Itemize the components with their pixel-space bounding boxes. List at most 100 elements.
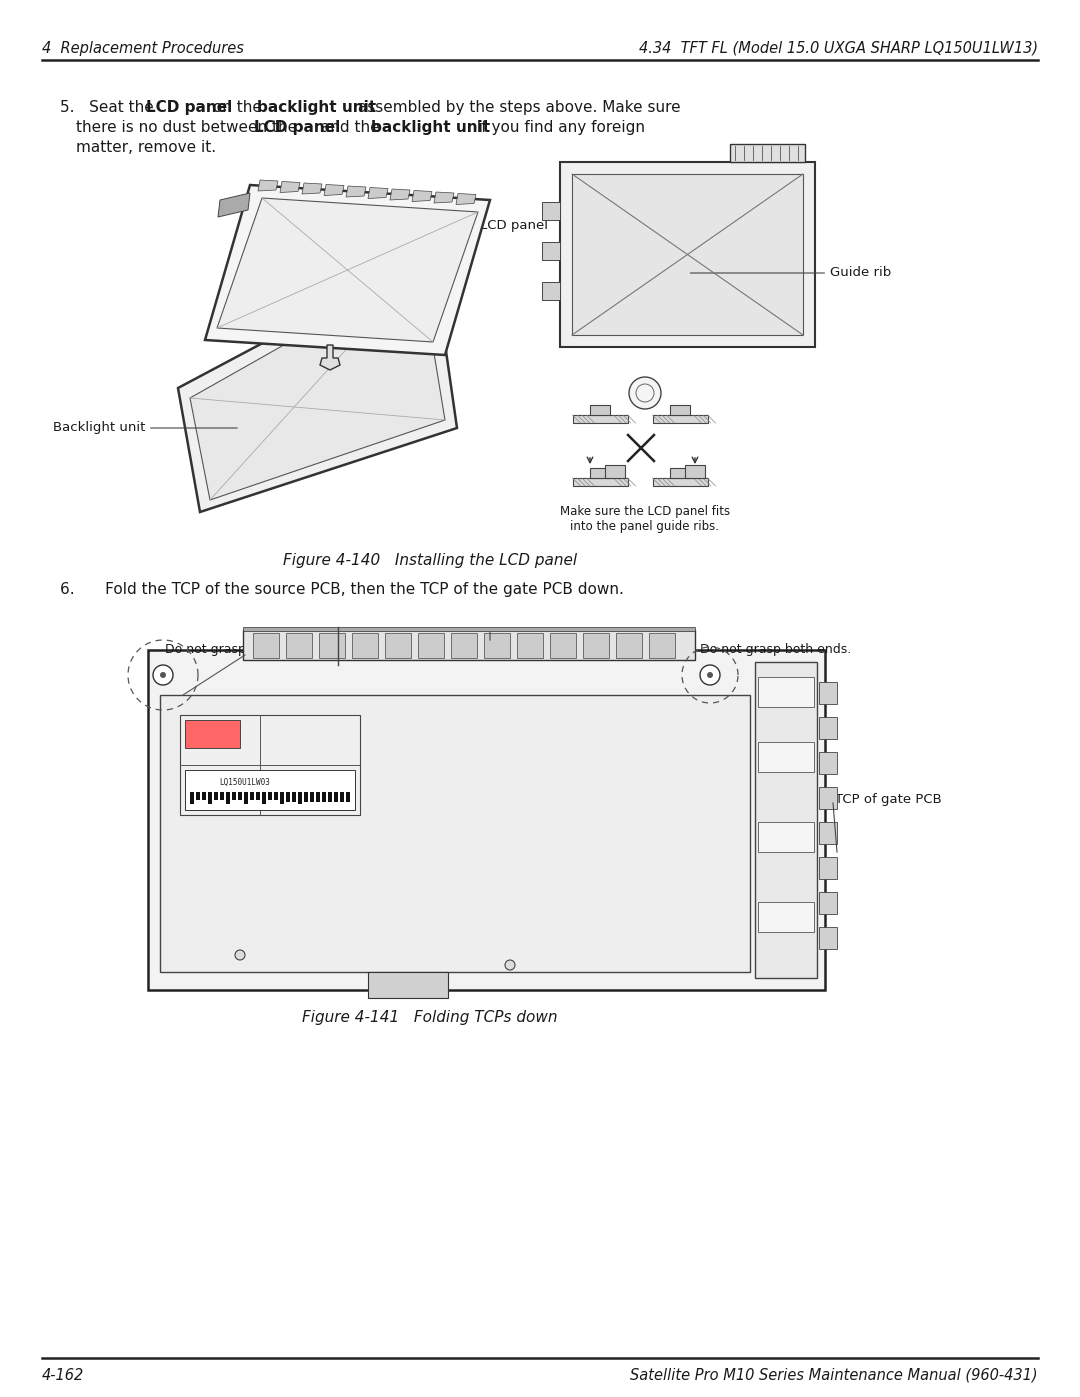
Polygon shape [178,253,457,511]
Polygon shape [340,792,345,802]
Polygon shape [572,478,627,486]
Polygon shape [346,186,366,197]
Polygon shape [185,719,240,747]
Polygon shape [652,415,707,423]
Polygon shape [226,792,230,805]
Circle shape [707,672,713,678]
Polygon shape [561,162,815,346]
Polygon shape [249,792,254,800]
Polygon shape [319,633,345,658]
Circle shape [700,665,720,685]
Polygon shape [208,792,212,805]
Polygon shape [220,792,224,800]
Polygon shape [819,752,837,774]
Text: into the panel guide ribs.: into the panel guide ribs. [570,520,719,534]
Circle shape [505,960,515,970]
Circle shape [629,377,661,409]
Polygon shape [334,792,338,802]
Polygon shape [256,792,260,800]
Polygon shape [286,792,291,802]
Polygon shape [583,633,609,658]
Polygon shape [244,792,248,805]
Text: assembled by the steps above. Make sure: assembled by the steps above. Make sure [353,101,680,115]
Polygon shape [819,787,837,809]
Polygon shape [298,792,302,805]
Text: 4-162: 4-162 [42,1368,84,1383]
Polygon shape [292,792,296,800]
Polygon shape [243,627,696,631]
Text: LCD panel: LCD panel [255,120,340,136]
Polygon shape [418,633,444,658]
Polygon shape [214,792,218,800]
Text: backlight unit: backlight unit [257,101,376,115]
Polygon shape [190,792,194,805]
Polygon shape [298,792,302,802]
Polygon shape [819,928,837,949]
Text: on the: on the [207,101,267,115]
Polygon shape [368,187,388,198]
Circle shape [235,950,245,960]
Polygon shape [484,633,510,658]
Text: and the: and the [316,120,384,136]
Polygon shape [202,792,206,800]
Polygon shape [542,282,561,300]
Polygon shape [258,180,278,191]
Text: . If you find any foreign: . If you find any foreign [468,120,645,136]
Polygon shape [274,792,278,800]
Polygon shape [542,203,561,219]
Text: 6.  Fold the TCP of the source PCB, then the TCP of the gate PCB down.: 6. Fold the TCP of the source PCB, then … [60,583,624,597]
Polygon shape [590,468,610,478]
Polygon shape [384,633,411,658]
Polygon shape [280,792,284,802]
Polygon shape [605,465,625,478]
Polygon shape [390,189,410,200]
Polygon shape [819,821,837,844]
Polygon shape [758,742,814,773]
Text: Figure 4-140   Installing the LCD panel: Figure 4-140 Installing the LCD panel [283,553,577,569]
Text: Make sure the LCD panel fits: Make sure the LCD panel fits [559,504,730,518]
Text: !: ! [208,725,215,739]
Polygon shape [352,633,378,658]
Polygon shape [346,792,350,802]
Polygon shape [238,792,242,800]
Text: TCP of gate PCB: TCP of gate PCB [835,793,942,806]
Polygon shape [328,792,332,802]
Polygon shape [232,792,237,800]
Polygon shape [262,792,266,805]
Polygon shape [302,183,322,194]
Polygon shape [819,856,837,879]
Text: backlight unit: backlight unit [372,120,490,136]
Text: Guide rib: Guide rib [690,267,891,279]
Polygon shape [434,191,454,203]
Text: Figure 4-141   Folding TCPs down: Figure 4-141 Folding TCPs down [302,1010,557,1025]
Polygon shape [616,633,642,658]
Polygon shape [180,715,360,814]
Text: LCD panel: LCD panel [146,101,232,115]
Polygon shape [652,478,707,486]
Polygon shape [185,770,355,810]
Text: LQ150U1LW03: LQ150U1LW03 [219,778,270,787]
Polygon shape [218,193,249,217]
Polygon shape [217,198,478,342]
Polygon shape [590,405,610,415]
Polygon shape [322,792,326,802]
Polygon shape [542,242,561,260]
Polygon shape [292,792,296,802]
Polygon shape [517,633,543,658]
Polygon shape [572,415,627,423]
Text: Do not grasp both ends.: Do not grasp both ends. [165,643,316,657]
Polygon shape [205,184,490,355]
Polygon shape [572,175,804,335]
Polygon shape [451,633,477,658]
Polygon shape [195,792,200,800]
Polygon shape [303,792,308,800]
Polygon shape [324,184,345,196]
Text: 4  Replacement Procedures: 4 Replacement Procedures [42,41,244,56]
Polygon shape [819,893,837,914]
Polygon shape [670,405,690,415]
Polygon shape [819,717,837,739]
Polygon shape [411,190,432,201]
Polygon shape [395,253,432,267]
Text: Satellite Pro M10 Series Maintenance Manual (960-431): Satellite Pro M10 Series Maintenance Man… [631,1368,1038,1383]
Polygon shape [758,902,814,932]
